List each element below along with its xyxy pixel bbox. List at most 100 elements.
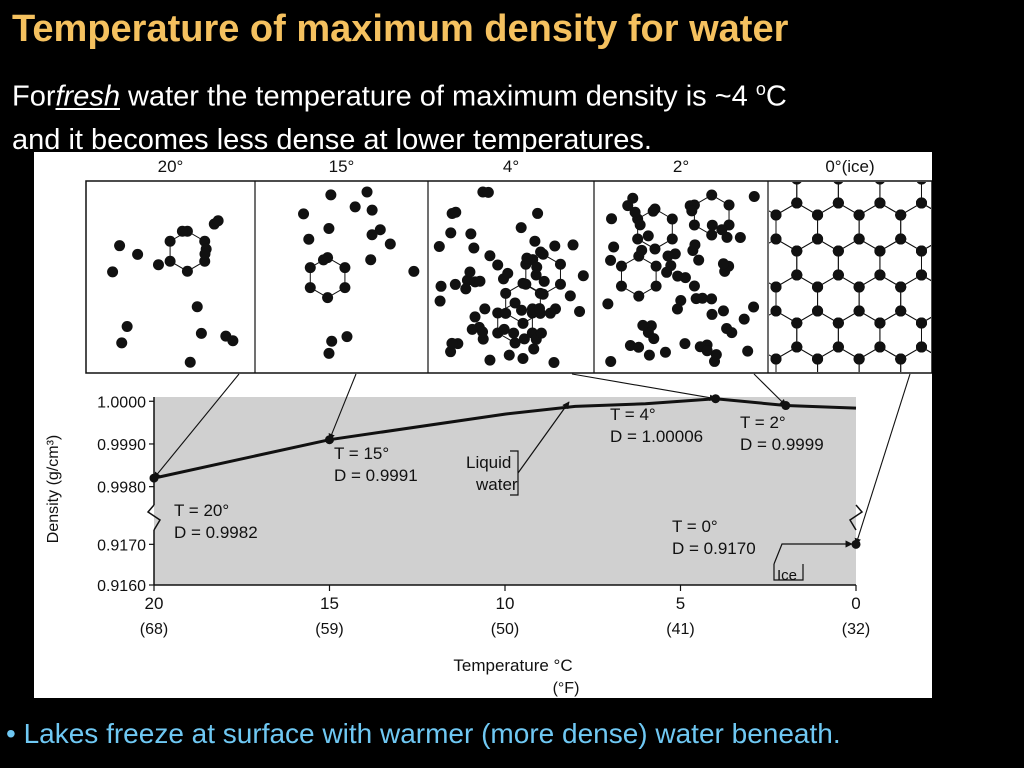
molecule	[853, 233, 865, 245]
molecule	[484, 354, 496, 366]
molecule	[895, 305, 907, 317]
molecule	[530, 269, 542, 281]
molecule	[791, 197, 803, 209]
molecule	[574, 306, 586, 318]
density-figure: 20° 15° 4° 2° 0°(ice) 1.0000 0.9990 0.9980 0.91…	[34, 152, 932, 698]
molecule	[696, 292, 708, 304]
molecule	[895, 281, 907, 293]
molecule	[629, 206, 641, 218]
molecule	[408, 265, 420, 277]
panel-label: 4°	[503, 157, 519, 176]
x-tick-label-celsius: 10	[496, 594, 515, 613]
molecule	[532, 207, 544, 219]
molecule	[875, 182, 885, 185]
molecule	[916, 390, 927, 401]
molecule	[191, 301, 203, 313]
molecule-panel: 15°	[298, 157, 420, 359]
x-tick-label-celsius: 20	[145, 594, 164, 613]
molecule	[567, 239, 579, 251]
molecule	[637, 319, 649, 331]
slide-title: Temperature of maximum density for water	[12, 8, 789, 50]
molecule	[615, 260, 627, 272]
molecule	[164, 235, 176, 247]
panel-connector-arrow	[328, 373, 357, 441]
molecule	[648, 333, 660, 345]
point-label-density: D = 0.9999	[740, 435, 824, 454]
molecule	[633, 341, 645, 353]
molecule	[361, 186, 373, 198]
point-label-temperature: T = 4°	[610, 405, 656, 424]
molecule	[384, 238, 396, 250]
molecule	[716, 224, 728, 236]
molecule	[184, 356, 196, 368]
molecule	[721, 323, 733, 335]
molecule	[688, 280, 700, 292]
molecule	[517, 353, 529, 365]
molecule	[366, 204, 378, 216]
molecule	[874, 245, 886, 257]
slide-subtitle: Forfresh water the temperature of maximu…	[12, 68, 1012, 162]
molecule	[516, 304, 528, 316]
hydrogen-bond-ring	[859, 419, 901, 467]
molecule	[176, 225, 188, 237]
molecule-panel: 20°	[107, 157, 239, 368]
data-point	[781, 401, 791, 411]
molecule-panel: 2°	[602, 157, 760, 368]
molecule	[675, 295, 687, 307]
molecule	[533, 303, 545, 315]
molecule	[812, 305, 824, 317]
point-label-temperature: T = 15°	[334, 444, 389, 463]
molecule	[854, 378, 865, 389]
x-tick-label-fahrenheit: (50)	[491, 621, 519, 638]
molecule	[689, 239, 701, 251]
molecule	[895, 450, 906, 461]
molecule	[770, 305, 782, 317]
subtitle-degree: o	[755, 79, 766, 99]
molecule	[832, 197, 844, 209]
molecule	[479, 303, 491, 315]
molecule	[492, 307, 504, 319]
molecule	[706, 293, 718, 305]
molecule	[535, 246, 547, 258]
molecule	[468, 242, 480, 254]
molecule	[771, 378, 782, 389]
x-tick-label-fahrenheit: (68)	[140, 621, 168, 638]
molecule	[742, 345, 754, 357]
molecule	[445, 346, 457, 358]
molecule	[895, 426, 906, 437]
molecule	[770, 233, 782, 245]
molecule	[895, 209, 907, 221]
molecule	[895, 233, 907, 245]
data-point	[851, 539, 861, 549]
x-tick-label-celsius: 15	[320, 594, 339, 613]
axis-break-left	[146, 504, 162, 531]
molecule	[659, 346, 671, 358]
molecule	[671, 303, 683, 315]
y-tick-label: 0.9160	[97, 578, 146, 595]
molecule	[770, 281, 782, 293]
molecule	[666, 213, 678, 225]
panel-label: 20°	[158, 157, 184, 176]
molecule	[791, 341, 803, 353]
molecule	[874, 462, 885, 473]
molecule	[853, 281, 865, 293]
molecule	[116, 337, 128, 349]
molecule	[326, 335, 338, 347]
bullet-point: • Lakes freeze at surface with warmer (m…	[6, 718, 841, 749]
molecule	[605, 254, 617, 266]
data-point	[149, 473, 159, 483]
molecule	[627, 192, 639, 204]
molecule	[832, 341, 844, 353]
molecule	[686, 205, 698, 217]
molecule	[812, 281, 824, 293]
molecule	[895, 378, 906, 389]
molecule	[791, 317, 803, 329]
molecule	[812, 378, 823, 389]
molecule	[679, 272, 691, 284]
molecule	[365, 254, 377, 266]
molecule	[339, 262, 351, 274]
molecule	[812, 353, 824, 365]
molecule	[366, 229, 378, 241]
molecule	[500, 287, 512, 299]
